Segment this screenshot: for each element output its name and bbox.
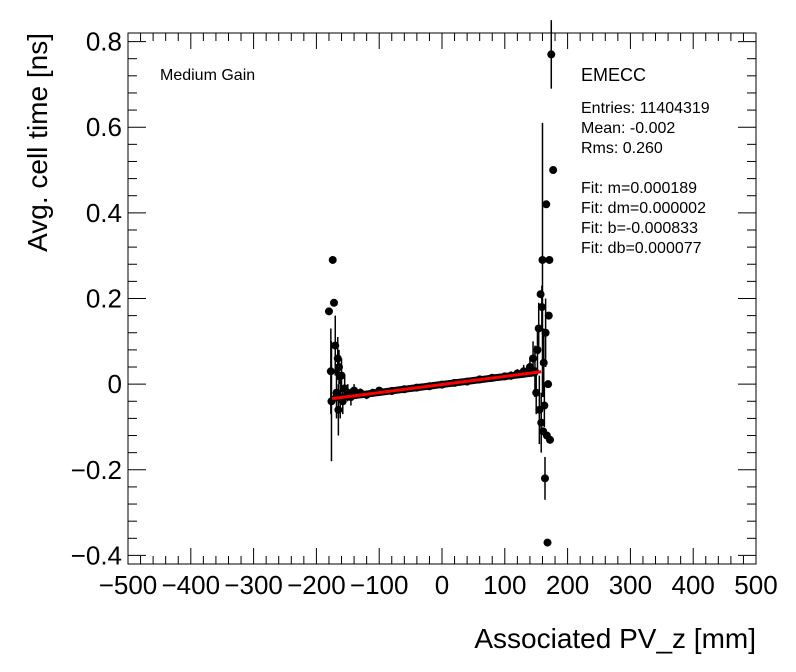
gain-label: Medium Gain bbox=[160, 67, 255, 84]
x-tick-label: 400 bbox=[672, 570, 715, 600]
data-point bbox=[534, 324, 543, 333]
data-point bbox=[545, 255, 554, 264]
data-point bbox=[544, 311, 553, 320]
y-tick-label: −0.4 bbox=[71, 540, 122, 570]
fit-line-group bbox=[331, 370, 542, 401]
stats-mean: Mean: -0.002 bbox=[581, 120, 675, 137]
y-tick-label: 0 bbox=[108, 369, 122, 399]
y-tick-label: −0.2 bbox=[71, 455, 122, 485]
data-point bbox=[326, 367, 335, 376]
data-point bbox=[547, 50, 556, 59]
x-tick-label: −300 bbox=[224, 570, 283, 600]
data-point bbox=[328, 255, 337, 264]
fit-m: Fit: m=0.000189 bbox=[581, 180, 697, 197]
x-tick-label: 0 bbox=[435, 570, 449, 600]
x-tick-label: 100 bbox=[483, 570, 526, 600]
data-point bbox=[533, 345, 542, 354]
fit-line bbox=[331, 370, 542, 401]
fit-b: Fit: b=-0.000833 bbox=[581, 220, 698, 237]
data-point bbox=[542, 200, 551, 209]
x-tick-label: 300 bbox=[609, 570, 652, 600]
data-point bbox=[538, 255, 547, 264]
x-tick-label: −500 bbox=[99, 570, 158, 600]
y-tick-label: 0.6 bbox=[86, 112, 122, 142]
data-point bbox=[536, 290, 545, 299]
data-point bbox=[335, 363, 344, 372]
error-bars bbox=[330, 20, 553, 500]
data-point bbox=[331, 341, 340, 350]
axis-ticks bbox=[127, 33, 757, 564]
data-point bbox=[532, 388, 541, 397]
x-axis-title: Associated PV_z [mm] bbox=[474, 623, 756, 654]
y-axis-title: Avg. cell time [ns] bbox=[22, 33, 53, 252]
data-points bbox=[324, 50, 558, 547]
data-point bbox=[540, 401, 549, 410]
data-point bbox=[543, 538, 552, 547]
fit-dm: Fit: dm=0.000002 bbox=[581, 200, 706, 217]
x-tick-label: −400 bbox=[162, 570, 221, 600]
x-tick-label: −100 bbox=[350, 570, 409, 600]
x-tick-label: −200 bbox=[287, 570, 346, 600]
y-tick-label: 0.4 bbox=[86, 198, 122, 228]
partition-label: EMECC bbox=[581, 65, 646, 85]
data-point bbox=[540, 474, 549, 483]
data-point bbox=[544, 380, 553, 389]
data-point bbox=[329, 298, 338, 307]
x-tick-label: 200 bbox=[546, 570, 589, 600]
data-point bbox=[539, 358, 548, 367]
fit-db: Fit: db=0.000077 bbox=[581, 240, 702, 257]
data-point bbox=[333, 354, 342, 363]
data-point bbox=[537, 418, 546, 427]
data-point bbox=[537, 303, 546, 312]
axis-tick-labels: −500 −400 −300 −200 −100 0 100 200 300 400 500 −0.4… bbox=[71, 27, 778, 600]
data-point bbox=[334, 405, 343, 414]
data-point bbox=[541, 328, 550, 337]
data-point bbox=[546, 435, 555, 444]
stats-rms: Rms: 0.260 bbox=[581, 140, 663, 157]
data-point bbox=[324, 307, 333, 316]
data-point bbox=[549, 166, 558, 175]
x-tick-label: 500 bbox=[734, 570, 777, 600]
data-point bbox=[529, 354, 538, 363]
stats-entries: Entries: 11404319 bbox=[581, 100, 710, 117]
data-point bbox=[337, 371, 346, 380]
y-tick-label: 0.2 bbox=[86, 284, 122, 314]
y-tick-label: 0.8 bbox=[86, 27, 122, 57]
